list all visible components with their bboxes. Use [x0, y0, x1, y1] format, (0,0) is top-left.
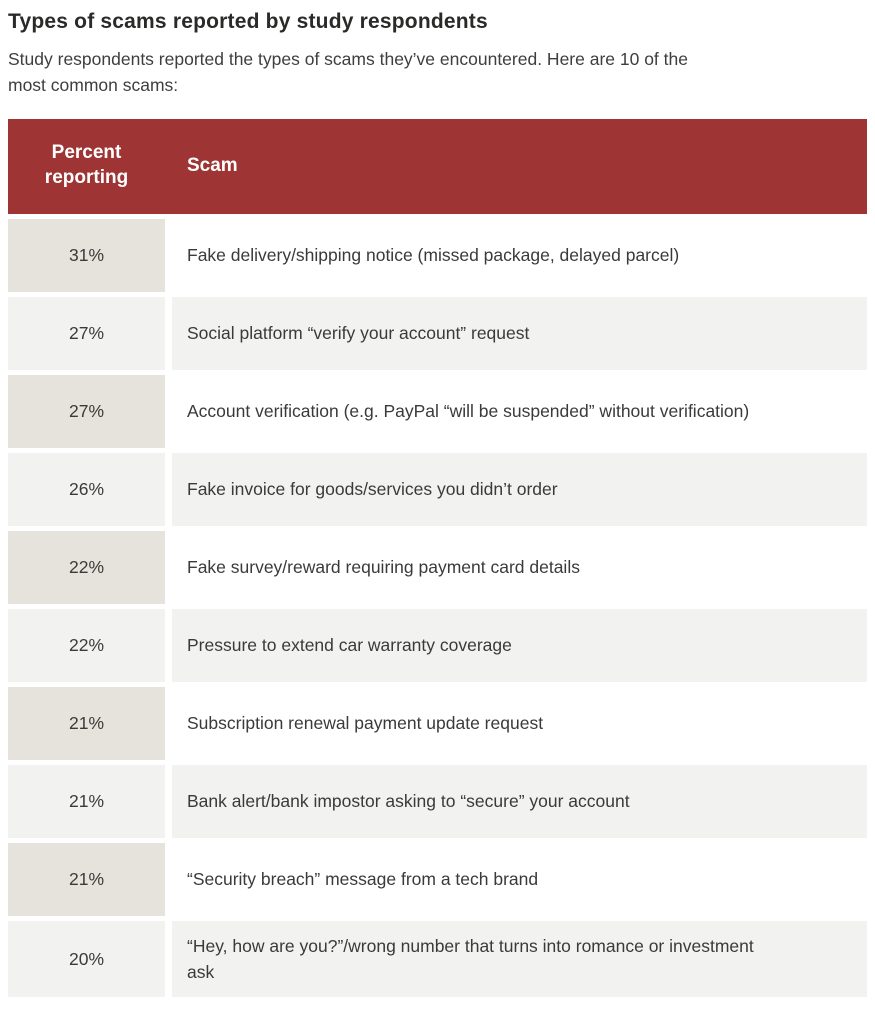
table-header-row: Percent reporting Scam: [8, 118, 867, 214]
column-header-percent-reporting: Percent reporting: [44, 142, 129, 188]
column-header-scam: Scam: [187, 154, 238, 176]
scam-table: Percent reporting Scam 31% Fake delivery…: [8, 118, 867, 997]
percent-cell: 21%: [8, 686, 165, 760]
percent-cell: 31%: [8, 218, 165, 292]
figure-subtitle: Study respondents reported the types of …: [8, 49, 688, 96]
scam-cell: “Security breach” message from a tech br…: [172, 842, 867, 916]
percent-cell: 21%: [8, 842, 165, 916]
figure-title: Types of scams reported by study respond…: [8, 10, 488, 33]
scam-cell: Fake survey/reward requiring payment car…: [172, 530, 867, 604]
scam-cell: Fake delivery/shipping notice (missed pa…: [172, 218, 867, 292]
scam-cell: Pressure to extend car warranty coverage: [172, 608, 867, 682]
percent-cell: 22%: [8, 530, 165, 604]
table-row: 31% Fake delivery/shipping notice (misse…: [8, 218, 867, 292]
scam-cell: Fake invoice for goods/services you didn…: [172, 452, 867, 526]
percent-cell: 22%: [8, 608, 165, 682]
percent-cell: 27%: [8, 296, 165, 370]
scam-cell: Social platform “verify your account” re…: [172, 296, 867, 370]
table-row: 27% Social platform “verify your account…: [8, 296, 867, 370]
table-row: 21% Bank alert/bank impostor asking to “…: [8, 764, 867, 838]
table-row: 21% Subscription renewal payment update …: [8, 686, 867, 760]
percent-cell: 21%: [8, 764, 165, 838]
percent-cell: 26%: [8, 452, 165, 526]
percent-cell: 20%: [8, 920, 165, 997]
scam-cell: “Hey, how are you?”/wrong number that tu…: [172, 920, 867, 997]
scam-cell: Subscription renewal payment update requ…: [172, 686, 867, 760]
percent-cell: 27%: [8, 374, 165, 448]
table-row: 21% “Security breach” message from a tec…: [8, 842, 867, 916]
table-row: 20% “Hey, how are you?”/wrong number tha…: [8, 920, 867, 997]
scam-cell: Bank alert/bank impostor asking to “secu…: [172, 764, 867, 838]
table-row: 22% Fake survey/reward requiring payment…: [8, 530, 867, 604]
scam-cell: Account verification (e.g. PayPal “will …: [172, 374, 867, 448]
table-row: 27% Account verification (e.g. PayPal “w…: [8, 374, 867, 448]
table-row: 22% Pressure to extend car warranty cove…: [8, 608, 867, 682]
table-row: 26% Fake invoice for goods/services you …: [8, 452, 867, 526]
